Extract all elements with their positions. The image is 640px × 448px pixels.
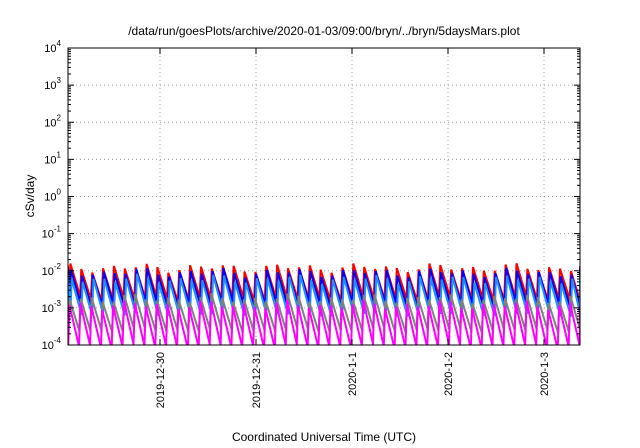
y-tick-label: 103 [44, 76, 61, 92]
y-tick-label: 10-1 [42, 225, 62, 241]
y-tick-label: 100 [44, 188, 61, 204]
x-tick-label: 2019-12-30 [155, 352, 167, 408]
y-axis-label: cSv/day [23, 175, 37, 218]
y-tick-label: 101 [44, 150, 61, 166]
y-tick-label: 102 [44, 113, 61, 129]
x-tick-label: 2019-12-31 [251, 352, 263, 408]
x-tick-label: 2020-1-1 [347, 352, 359, 396]
x-axis-label: Coordinated Universal Time (UTC) [232, 430, 416, 444]
series-group [68, 263, 580, 345]
grid-lines [68, 48, 580, 345]
x-tick-label: 2020-1-3 [539, 352, 551, 396]
y-tick-label: 10-3 [42, 299, 62, 315]
axis-ticks: 10-4 10-3 10-2 10-1 100 101 102 103 104 2019-12-3… [42, 39, 580, 408]
y-tick-label: 10-2 [42, 262, 62, 278]
series-line [68, 299, 580, 345]
chart-title: /data/run/goesPlots/archive/2020-01-03/0… [128, 24, 520, 38]
y-tick-label: 104 [44, 39, 61, 55]
y-tick-label: 10-4 [42, 336, 62, 352]
x-tick-label: 2020-1-2 [443, 352, 455, 396]
